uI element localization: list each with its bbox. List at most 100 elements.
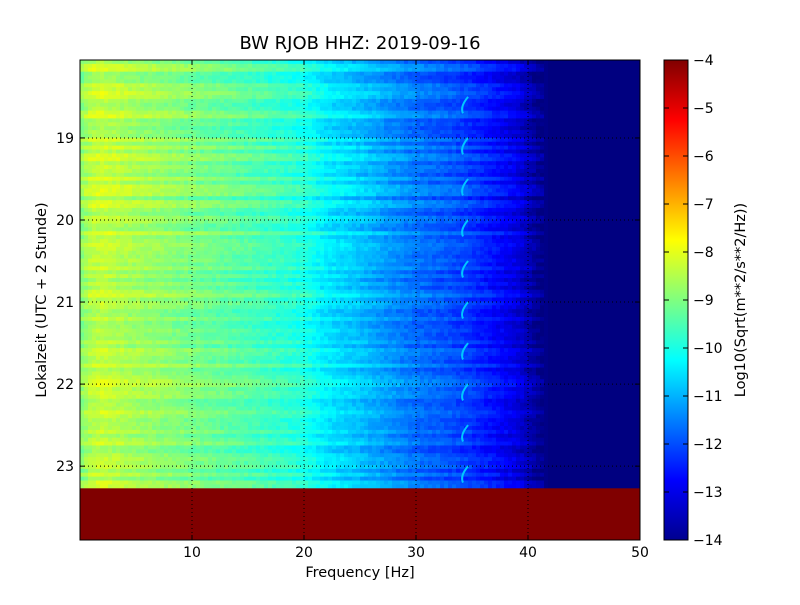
heatmap-cell <box>348 103 353 107</box>
heatmap-cell <box>296 103 301 107</box>
heatmap-cell <box>460 79 465 83</box>
heatmap-cell <box>432 157 437 161</box>
heatmap-cell <box>124 173 129 177</box>
heatmap-cell <box>292 76 297 80</box>
heatmap-cell <box>228 91 233 95</box>
heatmap-cell <box>172 91 177 95</box>
heatmap-cell <box>128 60 133 64</box>
heatmap-cell <box>304 173 309 177</box>
heatmap-cell <box>332 138 337 142</box>
heatmap-cell <box>572 115 577 119</box>
heatmap-cell <box>136 87 141 91</box>
heatmap-cell <box>620 103 625 107</box>
heatmap-cell <box>200 60 205 64</box>
heatmap-cell <box>456 185 461 189</box>
heatmap-cell <box>312 91 317 95</box>
heatmap-cell <box>308 153 313 157</box>
heatmap-cell <box>100 196 105 200</box>
heatmap-cell <box>592 111 597 115</box>
heatmap-cell <box>408 138 413 142</box>
heatmap-cell <box>248 111 253 115</box>
heatmap-cell <box>496 188 501 192</box>
heatmap-cell <box>228 185 233 189</box>
heatmap-cell <box>316 181 321 185</box>
heatmap-cell <box>140 130 145 134</box>
heatmap-cell <box>380 150 385 154</box>
heatmap-cell <box>544 150 549 154</box>
heatmap-cell <box>536 157 541 161</box>
heatmap-cell <box>184 185 189 189</box>
heatmap-cell <box>128 72 133 76</box>
heatmap-cell <box>288 185 293 189</box>
heatmap-cell <box>592 115 597 119</box>
heatmap-cell <box>428 177 433 181</box>
heatmap-cell <box>612 99 617 103</box>
heatmap-cell <box>176 196 181 200</box>
heatmap-cell <box>628 95 633 99</box>
heatmap-cell <box>396 146 401 150</box>
heatmap-cell <box>632 192 637 196</box>
heatmap-cell <box>372 64 377 68</box>
heatmap-cell <box>444 165 449 169</box>
heatmap-cell <box>596 111 601 115</box>
heatmap-cell <box>528 188 533 192</box>
heatmap-cell <box>212 122 217 126</box>
heatmap-cell <box>132 76 137 80</box>
heatmap-cell <box>88 157 93 161</box>
heatmap-cell <box>80 111 85 115</box>
heatmap-cell <box>568 146 573 150</box>
heatmap-cell <box>308 72 313 76</box>
heatmap-cell <box>456 115 461 119</box>
heatmap-cell <box>448 118 453 122</box>
heatmap-cell <box>608 130 613 134</box>
heatmap-cell <box>128 91 133 95</box>
heatmap-cell <box>304 142 309 146</box>
heatmap-cell <box>540 165 545 169</box>
heatmap-cell <box>468 64 473 68</box>
heatmap-cell <box>620 157 625 161</box>
heatmap-cell <box>240 130 245 134</box>
heatmap-cell <box>88 153 93 157</box>
heatmap-cell <box>228 76 233 80</box>
heatmap-cell <box>320 107 325 111</box>
heatmap-cell <box>200 95 205 99</box>
heatmap-cell <box>392 150 397 154</box>
heatmap-cell <box>580 122 585 126</box>
heatmap-cell <box>124 181 129 185</box>
heatmap-cell <box>292 146 297 150</box>
heatmap-cell <box>388 83 393 87</box>
heatmap-cell <box>224 161 229 165</box>
heatmap-cell <box>544 79 549 83</box>
heatmap-cell <box>428 169 433 173</box>
heatmap-cell <box>344 99 349 103</box>
heatmap-cell <box>124 142 129 146</box>
heatmap-cell <box>120 196 125 200</box>
heatmap-cell <box>232 161 237 165</box>
heatmap-cell <box>272 153 277 157</box>
heatmap-cell <box>512 64 517 68</box>
heatmap-cell <box>160 115 165 119</box>
heatmap-cell <box>588 126 593 130</box>
heatmap-cell <box>192 95 197 99</box>
heatmap-cell <box>292 153 297 157</box>
heatmap-cell <box>340 157 345 161</box>
heatmap-cell <box>84 99 89 103</box>
heatmap-cell <box>292 161 297 165</box>
heatmap-cell <box>240 150 245 154</box>
heatmap-cell <box>264 192 269 196</box>
heatmap-cell <box>540 95 545 99</box>
heatmap-cell <box>328 192 333 196</box>
heatmap-cell <box>576 83 581 87</box>
heatmap-cell <box>572 130 577 134</box>
heatmap-cell <box>536 111 541 115</box>
heatmap-cell <box>600 79 605 83</box>
heatmap-cell <box>92 126 97 130</box>
heatmap-cell <box>260 177 265 181</box>
heatmap-cell <box>320 111 325 115</box>
heatmap-cell <box>552 188 557 192</box>
heatmap-cell <box>500 142 505 146</box>
heatmap-cell <box>152 95 157 99</box>
heatmap-cell <box>428 76 433 80</box>
heatmap-cell <box>296 146 301 150</box>
heatmap-cell <box>620 118 625 122</box>
